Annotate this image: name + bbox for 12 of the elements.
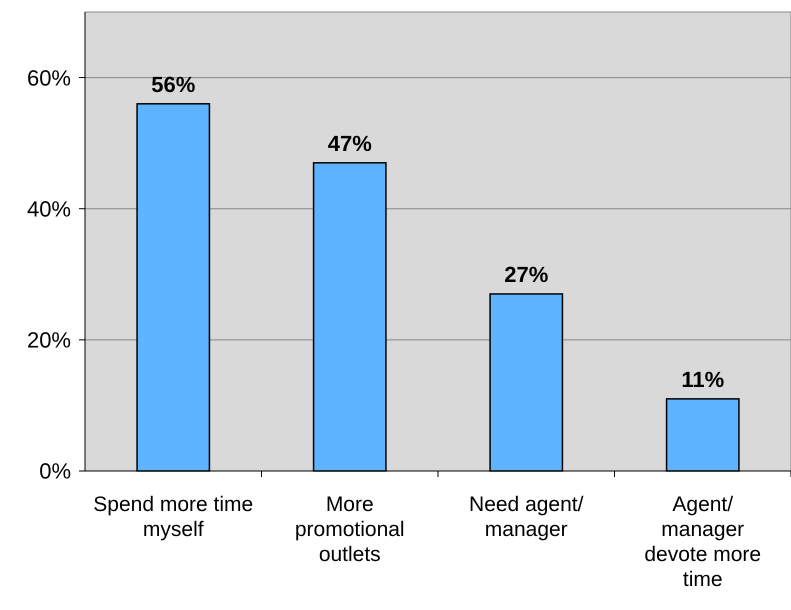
data-label: 47%	[328, 130, 372, 156]
x-tick-label: More promotional outlets	[294, 493, 405, 566]
y-tick-label: 60%	[26, 65, 71, 90]
data-label: 27%	[504, 262, 548, 287]
y-tick-label: 40%	[26, 196, 71, 222]
x-tick-label: Agent/ manager devote more time	[644, 493, 762, 591]
x-tick-label: Spend more time myself	[93, 493, 254, 541]
data-label: 11%	[681, 366, 724, 392]
y-tick-label: 0%	[39, 458, 71, 484]
y-tick-label: 20%	[26, 328, 71, 353]
x-tick-label: Need agent/ manager	[469, 493, 584, 541]
data-label: 56%	[151, 72, 196, 97]
